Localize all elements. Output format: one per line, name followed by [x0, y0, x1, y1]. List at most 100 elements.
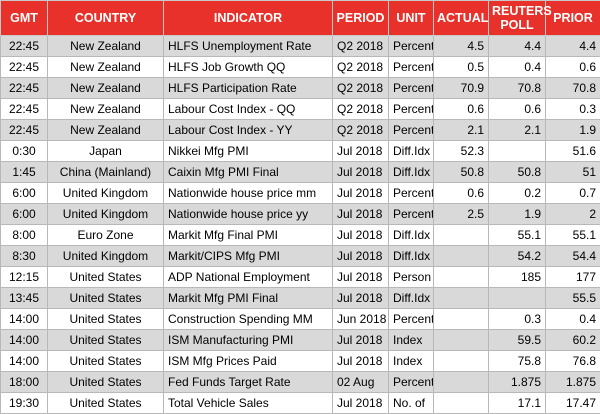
table-cell: 14:00 [1, 309, 48, 330]
table-cell: 8:30 [1, 246, 48, 267]
table-cell: 4.5 [434, 36, 489, 57]
column-header: COUNTRY [48, 1, 164, 36]
table-cell: Jul 2018 [333, 267, 389, 288]
table-cell: Jul 2018 [333, 204, 389, 225]
column-header: UNIT [389, 1, 434, 36]
table-cell [434, 309, 489, 330]
table-cell: New Zealand [48, 99, 164, 120]
table-cell: Jul 2018 [333, 246, 389, 267]
table-cell: Labour Cost Index - YY [164, 120, 333, 141]
table-cell: Construction Spending MM [164, 309, 333, 330]
table-cell: Q2 2018 [333, 36, 389, 57]
column-header: REUTERS POLL [489, 1, 546, 36]
table-cell: 0.4 [489, 57, 546, 78]
table-cell: 1.9 [489, 204, 546, 225]
table-cell: ISM Mfg Prices Paid [164, 351, 333, 372]
table-cell: Jul 2018 [333, 330, 389, 351]
table-cell [489, 141, 546, 162]
table-cell: Fed Funds Target Rate [164, 372, 333, 393]
table-cell: Jul 2018 [333, 183, 389, 204]
table-cell: Percent [389, 372, 434, 393]
table-cell: Percent [389, 183, 434, 204]
table-cell: Q2 2018 [333, 78, 389, 99]
table-cell: ADP National Employment [164, 267, 333, 288]
table-cell: HLFS Unemployment Rate [164, 36, 333, 57]
table-cell: Percent [389, 204, 434, 225]
table-cell: 0.6 [546, 57, 600, 78]
table-cell: 54.2 [489, 246, 546, 267]
table-cell: 1.875 [546, 372, 600, 393]
table-cell [434, 351, 489, 372]
table-cell: Labour Cost Index - QQ [164, 99, 333, 120]
table-cell: 22:45 [1, 36, 48, 57]
table-cell: Jul 2018 [333, 162, 389, 183]
table-cell: 60.2 [546, 330, 600, 351]
table-cell: HLFS Participation Rate [164, 78, 333, 99]
table-cell: 185 [489, 267, 546, 288]
table-cell: Markit Mfg Final PMI [164, 225, 333, 246]
table-cell: 22:45 [1, 99, 48, 120]
table-cell: Caixin Mfg PMI Final [164, 162, 333, 183]
table-cell: United States [48, 267, 164, 288]
table-cell: 1:45 [1, 162, 48, 183]
table-cell [434, 372, 489, 393]
table-cell: 2.1 [489, 120, 546, 141]
table-cell [489, 288, 546, 309]
table-cell: 0.3 [489, 309, 546, 330]
table-cell: New Zealand [48, 78, 164, 99]
table-cell: Nikkei Mfg PMI [164, 141, 333, 162]
table-cell: 14:00 [1, 330, 48, 351]
table-cell: 0:30 [1, 141, 48, 162]
table-cell: 02 Aug [333, 372, 389, 393]
table-cell: United Kingdom [48, 204, 164, 225]
table-cell: Percent [389, 309, 434, 330]
table-cell: New Zealand [48, 120, 164, 141]
table-cell: Percent [389, 120, 434, 141]
table-cell: Total Vehicle Sales [164, 393, 333, 414]
table-cell: 22:45 [1, 78, 48, 99]
table-cell [434, 246, 489, 267]
table-cell: United States [48, 351, 164, 372]
table-cell: 55.1 [489, 225, 546, 246]
table-cell: 0.5 [434, 57, 489, 78]
table-cell: 177 [546, 267, 600, 288]
table-cell: 50.8 [489, 162, 546, 183]
table-cell: 2.5 [434, 204, 489, 225]
table-cell: 59.5 [489, 330, 546, 351]
table-cell: 2.1 [434, 120, 489, 141]
table-cell [434, 267, 489, 288]
table-cell: Jun 2018 [333, 309, 389, 330]
table-cell: 0.6 [434, 99, 489, 120]
table-cell: 54.4 [546, 246, 600, 267]
table-cell: Diff.Idx [389, 288, 434, 309]
table-cell: Jul 2018 [333, 225, 389, 246]
table-cell: Index [389, 351, 434, 372]
table-cell: Jul 2018 [333, 393, 389, 414]
column-header: PRIOR [546, 1, 600, 36]
table-cell: 17.1 [489, 393, 546, 414]
table-cell: United States [48, 372, 164, 393]
table-cell: ISM Manufacturing PMI [164, 330, 333, 351]
table-cell: 6:00 [1, 204, 48, 225]
table-cell: 4.4 [489, 36, 546, 57]
table-cell: 0.2 [489, 183, 546, 204]
column-header: INDICATOR [164, 1, 333, 36]
table-cell: 70.8 [546, 78, 600, 99]
table-cell: 14:00 [1, 351, 48, 372]
table-cell: Jul 2018 [333, 141, 389, 162]
table-cell: 0.4 [546, 309, 600, 330]
table-cell: Q2 2018 [333, 99, 389, 120]
